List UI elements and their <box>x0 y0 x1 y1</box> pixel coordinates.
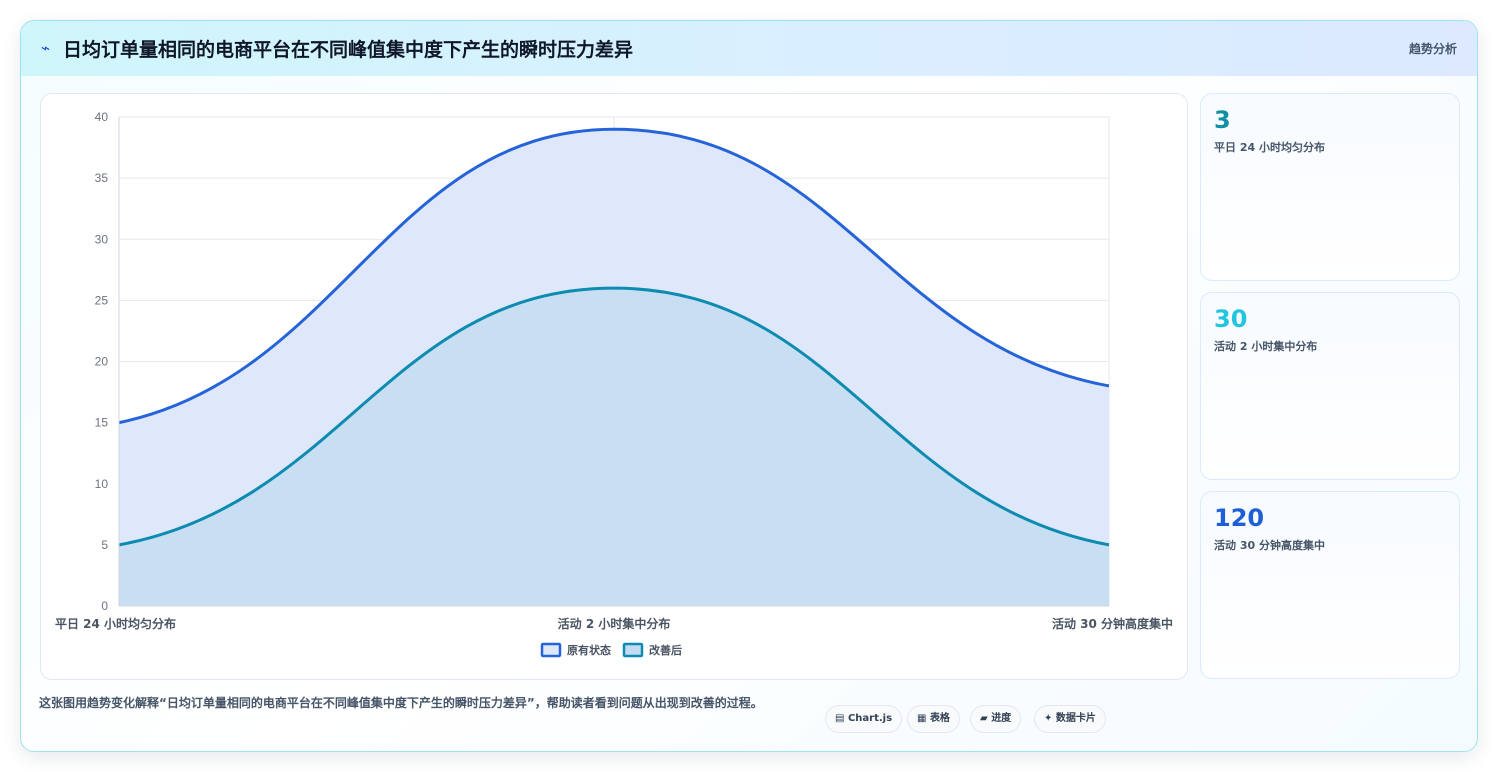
trend-line-icon: ⌁ <box>41 39 50 57</box>
y-tick-label: 25 <box>95 293 109 307</box>
progress-icon: ▰ <box>980 713 988 724</box>
y-tick-label: 10 <box>95 477 109 491</box>
legend-label: 原有状态 <box>567 643 611 657</box>
card-icon: ✦ <box>1044 713 1052 724</box>
chart-description: 这张图用趋势变化解释“日均订单量相同的电商平台在不同峰值集中度下产生的瞬时压力差… <box>39 694 809 713</box>
stat-value: 120 <box>1214 504 1264 532</box>
chart-panel: 0 5 10 15 20 25 30 35 40 平日 24 小时均匀分布 活动 2 小时集中分布 活… <box>40 93 1188 680</box>
pill-label: Chart.js <box>848 713 892 724</box>
pill-data-card[interactable]: ✦ 数据卡片 <box>1034 705 1106 733</box>
y-tick-label: 30 <box>95 232 109 246</box>
stat-card-2: 30 活动 2 小时集中分布 <box>1200 292 1460 480</box>
y-tick-label: 5 <box>101 538 108 552</box>
stat-label: 平日 24 小时均匀分布 <box>1214 139 1325 155</box>
y-tick-label: 40 <box>95 110 109 124</box>
stat-card-3: 120 活动 30 分钟高度集中 <box>1200 491 1460 679</box>
pill-table[interactable]: ▦ 表格 <box>907 705 960 733</box>
analysis-type-tag: 趋势分析 <box>1409 40 1457 57</box>
legend-label: 改善后 <box>649 643 682 657</box>
stat-label: 活动 30 分钟高度集中 <box>1214 537 1325 553</box>
chart-icon: ▤ <box>835 713 844 724</box>
y-tick-label: 35 <box>95 171 109 185</box>
table-icon: ▦ <box>917 713 926 724</box>
card-header: ⌁ 日均订单量相同的电商平台在不同峰值集中度下产生的瞬时压力差异 趋势分析 <box>21 21 1477 76</box>
pill-chartjs[interactable]: ▤ Chart.js <box>825 705 902 733</box>
y-tick-label: 20 <box>95 355 109 369</box>
main-card: ⌁ 日均订单量相同的电商平台在不同峰值集中度下产生的瞬时压力差异 趋势分析 0 5… <box>20 20 1478 752</box>
x-tick-label: 平日 24 小时均匀分布 <box>55 616 176 631</box>
stat-value: 3 <box>1214 106 1231 134</box>
stat-label: 活动 2 小时集中分布 <box>1214 338 1317 354</box>
pill-label: 数据卡片 <box>1056 713 1096 724</box>
pill-progress[interactable]: ▰ 进度 <box>970 705 1021 733</box>
pill-label: 进度 <box>991 713 1011 724</box>
area-chart: 0 5 10 15 20 25 30 35 40 平日 24 小时均匀分布 活动 2 小时集中分布 活… <box>41 94 1187 679</box>
y-tick-label: 15 <box>95 416 109 430</box>
stat-value: 30 <box>1214 305 1247 333</box>
stat-card-1: 3 平日 24 小时均匀分布 <box>1200 93 1460 281</box>
legend-swatch <box>542 644 560 656</box>
x-tick-label: 活动 30 分钟高度集中 <box>1052 616 1173 631</box>
page-title: 日均订单量相同的电商平台在不同峰值集中度下产生的瞬时压力差异 <box>63 35 633 62</box>
x-tick-label: 活动 2 小时集中分布 <box>558 616 671 631</box>
legend-swatch <box>624 644 642 656</box>
pill-label: 表格 <box>930 713 950 724</box>
y-tick-label: 0 <box>101 599 108 613</box>
